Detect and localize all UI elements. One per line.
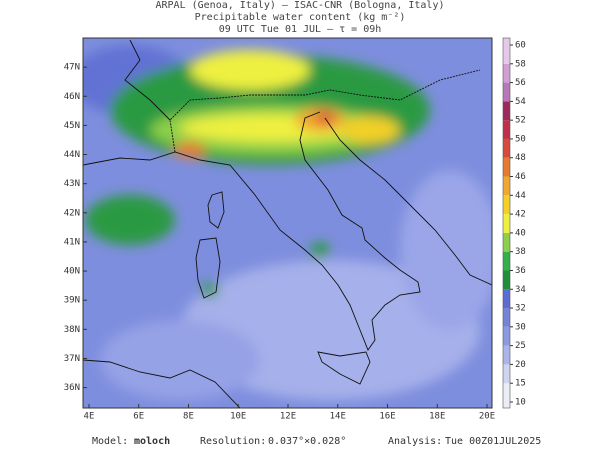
x-tick-label: 4E xyxy=(84,412,95,422)
y-tick-label: 40N xyxy=(64,267,80,277)
y-tick-label: 44N xyxy=(64,150,80,160)
colorbar-swatch xyxy=(503,345,510,365)
x-tick-label: 6E xyxy=(133,412,144,422)
y-tick-label: 46N xyxy=(64,92,80,102)
colorbar-swatch xyxy=(503,176,510,196)
colorbar-swatch xyxy=(503,383,510,402)
field-shading xyxy=(83,45,492,400)
colorbar-swatch xyxy=(503,82,510,102)
colorbar-swatch xyxy=(503,63,510,83)
coastline xyxy=(83,111,421,351)
colorbar-tick-label: 50 xyxy=(515,134,526,144)
header-line: Precipitable water content (kg m⁻²) xyxy=(195,12,406,23)
colorbar-swatch xyxy=(503,289,510,309)
footer-label: Resolution: xyxy=(200,436,266,447)
y-tick-label: 37N xyxy=(64,354,80,364)
y-tick-label: 45N xyxy=(64,121,80,131)
y-tick-label: 41N xyxy=(64,237,80,247)
island xyxy=(195,237,221,299)
colorbar-tick-label: 34 xyxy=(515,285,526,295)
coastline xyxy=(83,359,241,408)
footer-label: Model: xyxy=(92,436,128,447)
x-tick-label: 12E xyxy=(280,412,296,422)
colorbar-tick-label: 60 xyxy=(515,41,526,51)
colorbar-swatch xyxy=(503,101,510,121)
colorbar-swatch xyxy=(503,138,510,158)
colorbar-swatch xyxy=(503,45,510,64)
colorbar: 10 15 20 25 30 32 34 36 38 40 42 44 46 48 50 52 54 56 58 60 xyxy=(502,37,526,409)
colorbar-swatch xyxy=(503,270,510,290)
y-tick-label: 38N xyxy=(64,325,80,335)
colorbar-tick-label: 36 xyxy=(515,266,526,276)
colorbar-tick-label: 58 xyxy=(515,59,526,69)
colorbar-swatch xyxy=(503,251,510,271)
border xyxy=(169,69,481,153)
colorbar-swatch xyxy=(503,120,510,139)
x-tick-label: 8E xyxy=(183,412,194,422)
island xyxy=(207,191,225,229)
x-tick-label: 14E xyxy=(330,412,346,422)
colorbar-tick-label: 52 xyxy=(515,116,526,126)
y-tick-label: 43N xyxy=(64,179,80,189)
colorbar-swatch xyxy=(503,364,510,384)
map-field xyxy=(82,37,493,409)
island xyxy=(317,351,371,385)
colorbar-tick-label: 10 xyxy=(515,398,526,408)
border xyxy=(124,39,171,121)
header-line: 09 UTC Tue 01 JUL — τ = 09h xyxy=(219,24,382,35)
y-tick-label: 47N xyxy=(64,63,80,73)
colorbar-tick-label: 20 xyxy=(515,360,526,370)
x-tick-label: 20E xyxy=(479,412,495,422)
footer-value: 0.037°×0.028° xyxy=(268,436,346,447)
colorbar-swatch xyxy=(503,214,510,233)
map-ticks: 4E 6E 8E 10E 12E 14E 16E 18E 20E 36N 37N 38N 39N 40N 4… xyxy=(64,63,495,422)
colorbar-tick-label: 40 xyxy=(515,228,526,238)
colorbar-swatch xyxy=(503,326,510,346)
footer-label: Analysis: xyxy=(388,436,442,447)
colorbar-tick-label: 48 xyxy=(515,153,526,163)
colorbar-tick-label: 32 xyxy=(515,304,526,314)
colorbar-tick-label: 44 xyxy=(515,191,526,201)
y-tick-label: 42N xyxy=(64,208,80,218)
colorbar-tick-label: 46 xyxy=(515,172,526,182)
colorbar-tick-label: 54 xyxy=(515,97,526,107)
footer-value: moloch xyxy=(134,436,170,447)
colorbar-swatch xyxy=(503,308,510,327)
colorbar-tick-label: 42 xyxy=(515,210,526,220)
colorbar-swatch xyxy=(503,157,510,177)
colorbar-swatch xyxy=(503,195,510,215)
colorbar-tick-label: 25 xyxy=(515,341,526,351)
colorbar-swatch xyxy=(503,232,510,252)
colorbar-tick-label: 56 xyxy=(515,78,526,88)
x-tick-label: 18E xyxy=(429,412,445,422)
colorbar-tick-label: 15 xyxy=(515,379,526,389)
header-line: ARPAL (Genoa, Italy) — ISAC-CNR (Bologna… xyxy=(156,0,445,11)
coastline xyxy=(324,117,492,286)
colorbar-frame xyxy=(502,37,511,409)
footer-value: Tue 00Z01JUL2025 xyxy=(445,436,541,447)
colorbar-tick-label: 30 xyxy=(515,322,526,332)
y-tick-label: 39N xyxy=(64,296,80,306)
x-tick-label: 16E xyxy=(379,412,395,422)
y-tick-label: 36N xyxy=(64,383,80,393)
x-tick-label: 10E xyxy=(230,412,246,422)
colorbar-cap xyxy=(503,402,510,408)
colorbar-cap xyxy=(503,38,510,45)
colorbar-tick-label: 38 xyxy=(515,247,526,257)
